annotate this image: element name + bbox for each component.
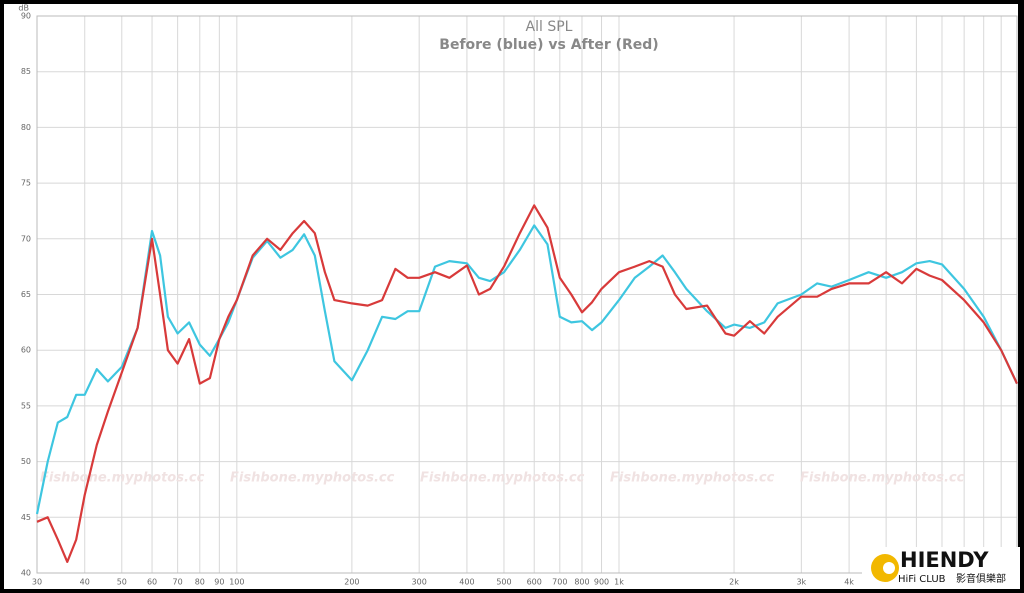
watermark: Fishbone.myphotos.cc xyxy=(230,471,395,486)
x-tick-label: 700 xyxy=(552,578,567,587)
y-tick-label: 55 xyxy=(21,401,31,410)
x-tick-label: 2k xyxy=(729,578,739,587)
logo-line1: HiFi CLUB xyxy=(898,574,946,585)
watermarks: Fishbone.myphotos.cc Fishbone.myphotos.cc… xyxy=(40,471,965,486)
logo-icon-inner xyxy=(883,562,895,574)
watermark: Fishbone.myphotos.cc xyxy=(40,471,205,486)
x-tick-label: 70 xyxy=(173,578,183,587)
x-tick-label: 400 xyxy=(459,578,474,587)
x-tick-label: 200 xyxy=(344,578,359,587)
y-tick-label: 65 xyxy=(21,290,31,299)
y-tick-label: 45 xyxy=(21,513,31,522)
y-tick-label: 80 xyxy=(21,123,31,132)
x-tick-label: 900 xyxy=(594,578,609,587)
x-tick-label: 3k xyxy=(796,578,806,587)
y-tick-label: 75 xyxy=(21,179,31,188)
series-line xyxy=(35,224,1018,515)
x-tick-label: 90 xyxy=(214,578,224,587)
x-tick-label: 100 xyxy=(229,578,244,587)
x-tick-label: 300 xyxy=(412,578,427,587)
watermark: Fishbone.myphotos.cc xyxy=(420,471,585,486)
x-tick-label: 50 xyxy=(117,578,127,587)
y-tick-label: 85 xyxy=(21,67,31,76)
series-line xyxy=(36,204,1018,563)
x-tick-label: 1k xyxy=(614,578,624,587)
x-tick-label: 500 xyxy=(496,578,511,587)
x-tick-label: 800 xyxy=(574,578,589,587)
x-tick-label: 80 xyxy=(195,578,205,587)
chart-subtitle: Before (blue) vs After (Red) xyxy=(439,37,658,53)
x-tick-label: 600 xyxy=(527,578,542,587)
logo-name: HIENDY xyxy=(900,548,989,572)
y-tick-label: 60 xyxy=(21,346,31,355)
plot-frame xyxy=(36,15,1018,574)
y-tick-label: 70 xyxy=(21,234,31,243)
y-tick-label: 90 xyxy=(21,12,31,21)
x-tick-label: 30 xyxy=(32,578,42,587)
y-tick-label: 40 xyxy=(21,569,31,578)
plot-background xyxy=(4,4,1018,589)
logo: HIENDY HiFi CLUB 影音俱樂部 xyxy=(862,547,1020,589)
y-unit: dB xyxy=(18,4,29,13)
logo-line2: 影音俱樂部 xyxy=(956,572,1006,585)
y-tick-label: 50 xyxy=(21,457,31,466)
chart-title: All SPL xyxy=(526,19,573,35)
watermark: Fishbone.myphotos.cc xyxy=(800,471,965,486)
series xyxy=(35,204,1018,563)
x-tick-label: 60 xyxy=(147,578,157,587)
x-tick-label: 40 xyxy=(80,578,90,587)
x-tick-label: 4k xyxy=(844,578,854,587)
watermark: Fishbone.myphotos.cc xyxy=(610,471,775,486)
